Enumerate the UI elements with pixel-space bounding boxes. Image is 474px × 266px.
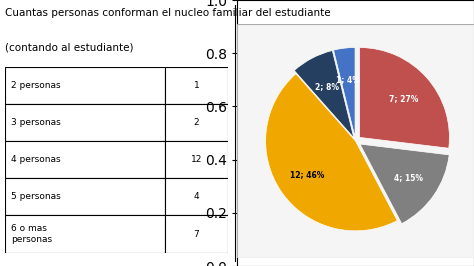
Bar: [5, 141, 165, 178]
Text: 2: 2: [193, 118, 199, 127]
Bar: [5, 66, 165, 104]
Bar: [165, 141, 228, 178]
Bar: [5, 215, 165, 253]
Text: Cuantas personas conforman el nucleo familiar del estudiante: Cuantas personas conforman el nucleo fam…: [5, 8, 330, 18]
Bar: [5, 178, 165, 215]
Text: 6 o mas
personas: 6 o mas personas: [11, 225, 53, 244]
Text: 4: 4: [193, 192, 199, 201]
Bar: [165, 66, 228, 104]
Text: 3 personas: 3 personas: [11, 118, 61, 127]
Text: (contando al estudiante): (contando al estudiante): [5, 43, 133, 53]
Bar: [165, 178, 228, 215]
Bar: [165, 104, 228, 141]
Text: 2 personas: 2 personas: [11, 81, 61, 90]
Bar: [165, 215, 228, 253]
Text: 5 personas: 5 personas: [11, 192, 61, 201]
Text: 1: 1: [193, 81, 199, 90]
Text: 12: 12: [191, 155, 202, 164]
Text: 7: 7: [193, 230, 199, 239]
Text: 4 personas: 4 personas: [11, 155, 61, 164]
Bar: [5, 104, 165, 141]
